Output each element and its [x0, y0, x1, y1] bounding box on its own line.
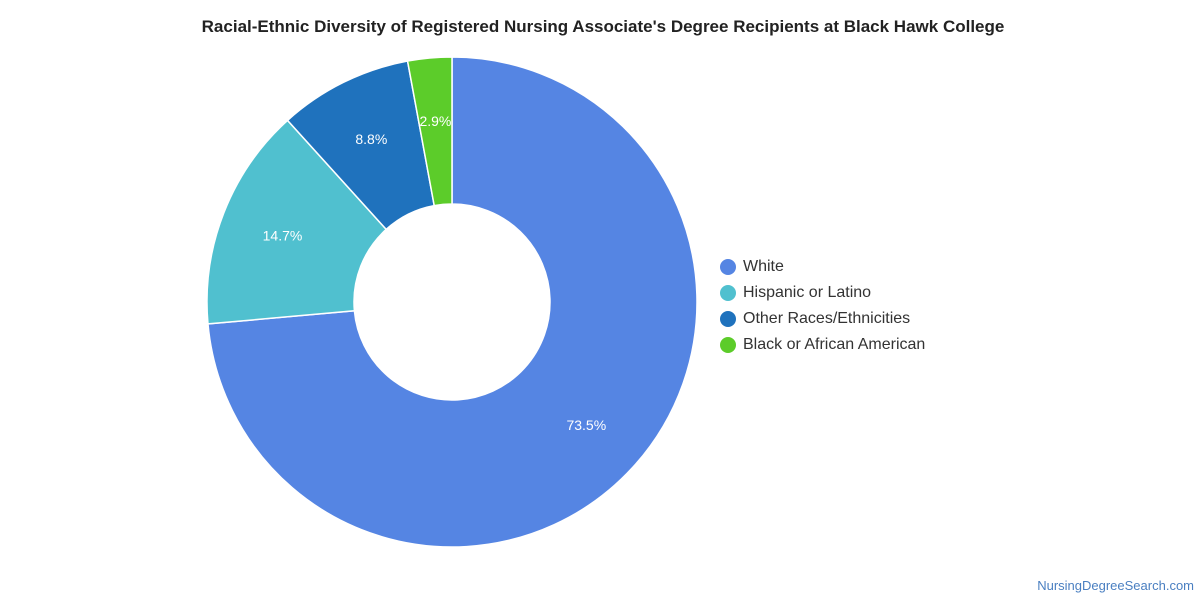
slice-label-white: 73.5% [566, 417, 606, 433]
slice-black-or-african-american[interactable] [406, 56, 453, 207]
legend-item-black-or-african-american[interactable]: Black or African American [720, 332, 925, 358]
legend-swatch-white [720, 259, 736, 275]
chart-title: Racial-Ethnic Diversity of Registered Nu… [201, 17, 1005, 36]
legend-item-other-races[interactable]: Other Races/Ethnicities [720, 306, 925, 332]
slice-label-hispanic-or-latino: 14.7% [263, 228, 303, 244]
legend-swatch-hispanic-or-latino [720, 285, 736, 301]
site-credit[interactable]: NursingDegreeSearch.com [1037, 578, 1194, 593]
legend-item-hispanic-or-latino[interactable]: Hispanic or Latino [720, 280, 925, 306]
slice-label-black-or-african-american: 2.9% [419, 113, 451, 129]
legend-item-white[interactable]: White [720, 254, 925, 280]
slice-white[interactable] [207, 56, 698, 548]
chart-legend: White Hispanic or Latino Other Races/Eth… [720, 254, 925, 358]
legend-label-black-or-african-american: Black or African American [743, 336, 926, 353]
slice-label-other-races: 8.8% [355, 131, 387, 147]
slice-hispanic-or-latino[interactable] [206, 119, 388, 325]
legend-swatch-black-or-african-american [720, 337, 736, 353]
legend-label-white: White [743, 258, 784, 275]
legend-label-other-races: Other Races/Ethnicities [743, 310, 911, 327]
legend-label-hispanic-or-latino: Hispanic or Latino [743, 284, 872, 301]
legend-swatch-other-races [720, 311, 736, 327]
